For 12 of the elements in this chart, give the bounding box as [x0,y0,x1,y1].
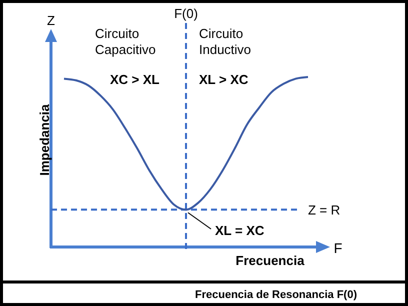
text: Circuito Capacitivo [95,26,156,57]
annotation: XL = XC [215,223,265,238]
text: F(0) [174,6,198,21]
text: F [334,240,342,256]
text: Z [47,13,56,28]
ref-line-label: Z = R [308,202,340,218]
text: Circuito Inductivo [199,26,252,57]
annotation: XL > XC [199,72,249,87]
x-axis-title: Frecuencia [236,253,306,268]
y-axis-title: Impedancia [37,103,52,176]
annotation: XC > XL [110,72,160,87]
text: Frecuencia de Resonancia F(0) [195,289,358,301]
